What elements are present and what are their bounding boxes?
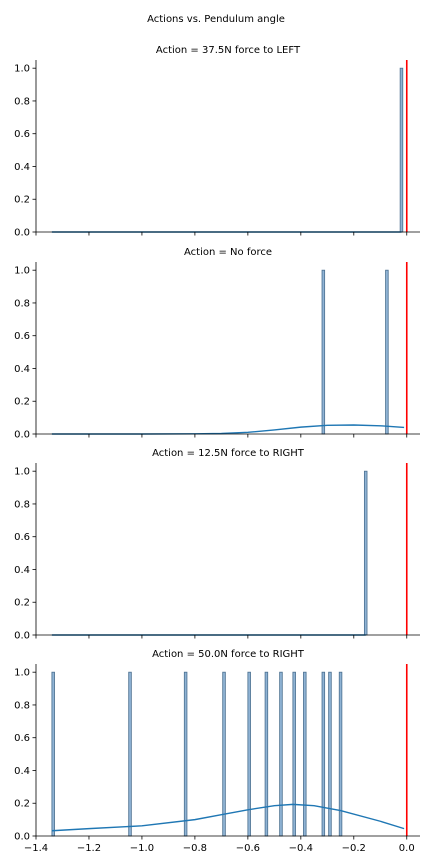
histogram-bar	[399, 67, 404, 233]
histogram-bar	[328, 671, 332, 837]
x-tick-label: −0.2	[342, 843, 366, 854]
y-tick-label: 1.0	[14, 467, 30, 478]
histogram-bar	[222, 671, 226, 837]
histogram-bar	[247, 671, 251, 837]
subplot-4: Action = 50.0N force to RIGHT 0.0 0.2 0.4 0.…	[14, 649, 420, 854]
histogram-bar	[321, 269, 326, 435]
y-tick-label: 0.6	[14, 129, 30, 140]
y-tick-label: 0.8	[14, 96, 30, 107]
x-tick-label: −1.2	[77, 843, 101, 854]
y-tick-label: 0.0	[14, 430, 30, 441]
y-tick-label: 0.0	[14, 228, 30, 239]
figure-title: Actions vs. Pendulum angle	[147, 14, 285, 25]
y-tick-label: 0.6	[14, 331, 30, 342]
x-tick-label: −0.6	[236, 843, 260, 854]
y-tick-label: 0.4	[14, 162, 30, 173]
histogram-bar	[51, 671, 55, 837]
y-tick-label: 0.6	[14, 733, 30, 744]
subplot-title: Action = 12.5N force to RIGHT	[152, 448, 305, 459]
x-tick-label: −1.0	[130, 843, 154, 854]
y-tick-label: 0.4	[14, 766, 30, 777]
x-tick-label: −1.4	[24, 843, 48, 854]
x-tick-label: −0.4	[289, 843, 313, 854]
histogram-bar	[321, 671, 326, 837]
y-tick-label: 0.2	[14, 397, 30, 408]
y-tick-label: 1.0	[14, 266, 30, 277]
subplot-title: Action = No force	[184, 247, 272, 258]
histogram-bar	[128, 671, 132, 837]
histogram-bar	[303, 671, 307, 837]
y-tick-label: 0.0	[14, 631, 30, 642]
subplot-3: Action = 12.5N force to RIGHT 0.0 0.2 0.4 0.…	[14, 448, 420, 642]
y-tick-label: 0.2	[14, 799, 30, 810]
y-tick-label: 0.8	[14, 298, 30, 309]
y-tick-label: 0.6	[14, 532, 30, 543]
x-tick-label: −0.8	[183, 843, 207, 854]
x-tick-label: 0.0	[399, 843, 415, 854]
y-tick-label: 0.8	[14, 499, 30, 510]
y-tick-label: 0.0	[14, 832, 30, 843]
subplot-title: Action = 37.5N force to LEFT	[156, 45, 301, 56]
y-tick-label: 0.8	[14, 700, 30, 711]
y-tick-label: 0.2	[14, 598, 30, 609]
y-tick-label: 1.0	[14, 64, 30, 75]
histogram-bar	[183, 671, 188, 837]
kde-curve	[51, 424, 405, 435]
histogram-bar	[292, 671, 296, 837]
histogram-bar	[363, 470, 368, 636]
y-tick-label: 0.4	[14, 565, 30, 576]
y-tick-label: 1.0	[14, 668, 30, 679]
kde-curve	[51, 803, 405, 832]
subplot-1: Action = 37.5N force to LEFT 0.0 0.2 0.4 0.6…	[14, 45, 420, 239]
y-tick-label: 0.4	[14, 364, 30, 375]
histogram-bar	[385, 269, 389, 435]
subplot-title: Action = 50.0N force to RIGHT	[152, 649, 305, 660]
histogram-bar	[264, 671, 269, 837]
y-tick-label: 0.2	[14, 195, 30, 206]
subplot-2: Action = No force 0.0 0.2 0.4 0.6 0.8 1.0	[14, 247, 420, 441]
histogram-bar	[279, 671, 283, 837]
